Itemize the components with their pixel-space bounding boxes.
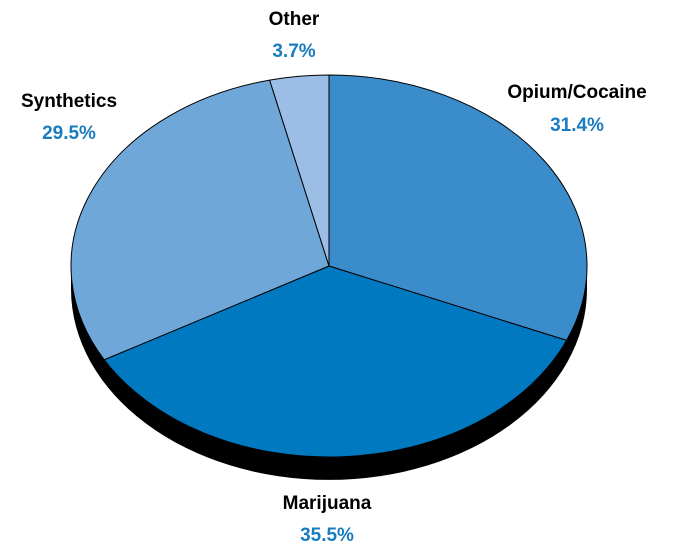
pie-slice-other [269,74,330,267]
pie-slice-marijuana [103,265,568,458]
slice-value-other: 3.7% [272,41,315,62]
slice-label-opium-cocaine: Opium/Cocaine [507,82,646,103]
slice-label-other: Other [269,9,320,30]
pie-slices [70,74,588,458]
slice-label-synthetics: Synthetics [21,91,117,112]
pie-slice-synthetics [70,79,330,361]
slice-value-marijuana: 35.5% [300,525,354,546]
slice-label-marijuana: Marijuana [283,493,372,514]
slice-value-opium-cocaine: 31.4% [550,115,604,136]
pie-labels: Opium/Cocaine 31.4% Marijuana 35.5% Synt… [21,9,647,546]
slice-value-synthetics: 29.5% [42,123,96,144]
pie-slice-opium-cocaine [328,74,588,341]
